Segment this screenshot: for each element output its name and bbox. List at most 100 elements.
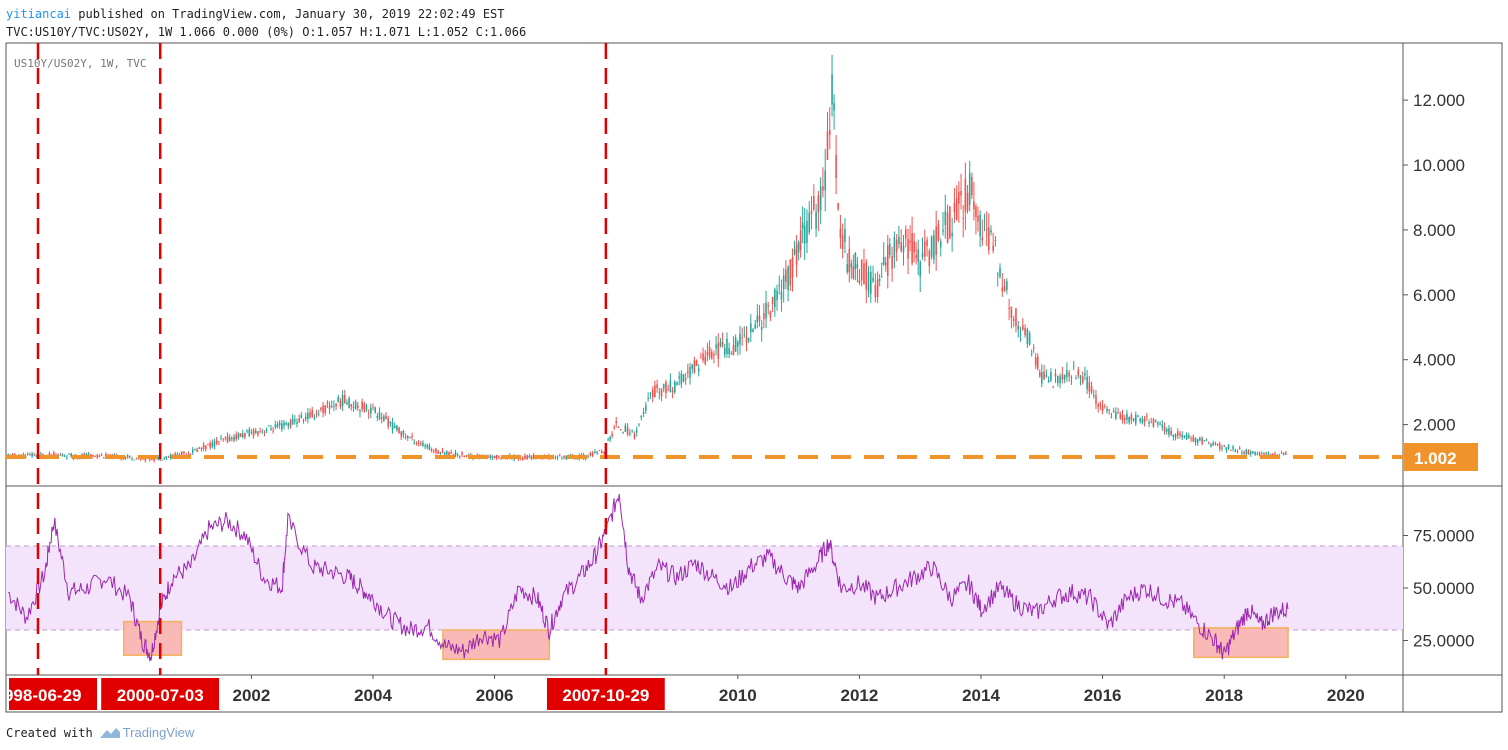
price-candle xyxy=(326,402,329,405)
rsi-highlight-box xyxy=(442,629,551,661)
author-link[interactable]: yitiancai xyxy=(6,7,72,21)
price-candle xyxy=(291,418,294,425)
price-candle xyxy=(767,305,770,307)
time-tick-label: 2006 xyxy=(476,686,514,705)
price-candle xyxy=(261,431,264,432)
price-candle xyxy=(721,342,724,346)
price-candle xyxy=(1265,452,1268,454)
price-candle xyxy=(964,178,967,213)
price-candle xyxy=(817,195,820,213)
price-candle xyxy=(287,423,290,427)
price-candle xyxy=(638,423,640,425)
price-candle xyxy=(165,456,168,459)
price-candle xyxy=(96,454,99,458)
price-candle xyxy=(1038,372,1041,377)
price-candle xyxy=(267,425,270,427)
price-candle xyxy=(1112,411,1115,413)
price-candle xyxy=(647,398,649,399)
price-candle xyxy=(330,406,333,408)
price-candle xyxy=(554,457,557,459)
price-candle xyxy=(752,329,754,333)
price-candle xyxy=(393,425,396,429)
price-candle xyxy=(254,430,257,434)
price-candle xyxy=(163,457,166,459)
price-candle xyxy=(691,364,694,369)
price-candle xyxy=(640,416,643,418)
price-candle xyxy=(413,442,416,444)
tradingview-logo-icon xyxy=(99,728,120,738)
price-candle xyxy=(937,224,940,241)
price-candle xyxy=(1247,450,1250,455)
price-candle xyxy=(324,405,327,414)
price-candle xyxy=(704,356,707,364)
price-candle xyxy=(719,341,722,346)
price-candle xyxy=(1179,433,1181,436)
price-candle xyxy=(33,454,36,456)
price-candle xyxy=(13,453,16,456)
price-candle xyxy=(917,249,919,262)
price-candle xyxy=(1028,333,1031,345)
price-candle xyxy=(556,456,559,458)
price-candle xyxy=(198,448,201,450)
price-candle xyxy=(942,229,944,232)
price-candle xyxy=(1172,434,1175,437)
price-candle xyxy=(1050,372,1052,381)
price-candle xyxy=(1015,308,1017,326)
price-candle xyxy=(354,401,357,410)
price-candle xyxy=(278,422,281,426)
tradingview-brand[interactable]: TradingView xyxy=(122,725,195,740)
price-candle xyxy=(298,418,300,422)
price-candle xyxy=(598,450,601,452)
price-candle xyxy=(921,253,924,258)
price-candle xyxy=(902,245,905,253)
price-candle xyxy=(1128,416,1130,423)
price-candle xyxy=(626,427,629,435)
price-candle xyxy=(994,240,997,241)
price-candle xyxy=(839,228,842,239)
price-candle xyxy=(374,407,376,413)
price-candle xyxy=(782,275,785,290)
price-candle xyxy=(493,455,496,459)
price-candle xyxy=(276,424,279,428)
price-candle xyxy=(660,388,663,397)
price-candle xyxy=(992,245,994,251)
price-candle xyxy=(376,416,379,418)
price-candle xyxy=(1088,382,1091,392)
price-candle xyxy=(693,360,696,373)
price-candle xyxy=(285,423,287,425)
price-candle xyxy=(1154,420,1157,422)
price-candle xyxy=(337,396,340,403)
price-candle xyxy=(100,455,103,456)
price-candle xyxy=(928,250,931,267)
price-candle xyxy=(281,423,283,430)
price-candle xyxy=(1218,443,1221,449)
price-candle xyxy=(594,451,596,454)
price-candle xyxy=(1043,371,1045,380)
price-candle xyxy=(715,344,717,349)
price-candle xyxy=(467,454,470,455)
price-candle xyxy=(1139,418,1141,422)
price-candle xyxy=(1146,416,1148,418)
price-candle xyxy=(645,405,647,411)
price-candle xyxy=(167,456,170,458)
price-candle xyxy=(1221,447,1223,449)
price-candle xyxy=(846,264,849,273)
price-candle xyxy=(489,455,492,459)
price-candle xyxy=(765,302,767,319)
price-candle xyxy=(558,455,561,457)
price-candle xyxy=(380,417,383,419)
price-candle xyxy=(860,259,863,281)
price-candle xyxy=(259,431,261,433)
price-candle xyxy=(565,456,568,459)
price-candle xyxy=(244,433,246,438)
price-candle xyxy=(1148,422,1150,424)
price-candle xyxy=(341,395,344,406)
date-marker-text: 2000-07-03 xyxy=(117,686,204,705)
price-candle xyxy=(867,272,870,292)
price-candle xyxy=(1066,370,1068,378)
price-candle xyxy=(1079,375,1082,379)
price-candle xyxy=(732,345,735,355)
price-candle xyxy=(302,420,305,422)
price-candle xyxy=(215,440,218,444)
price-candle xyxy=(985,228,988,231)
